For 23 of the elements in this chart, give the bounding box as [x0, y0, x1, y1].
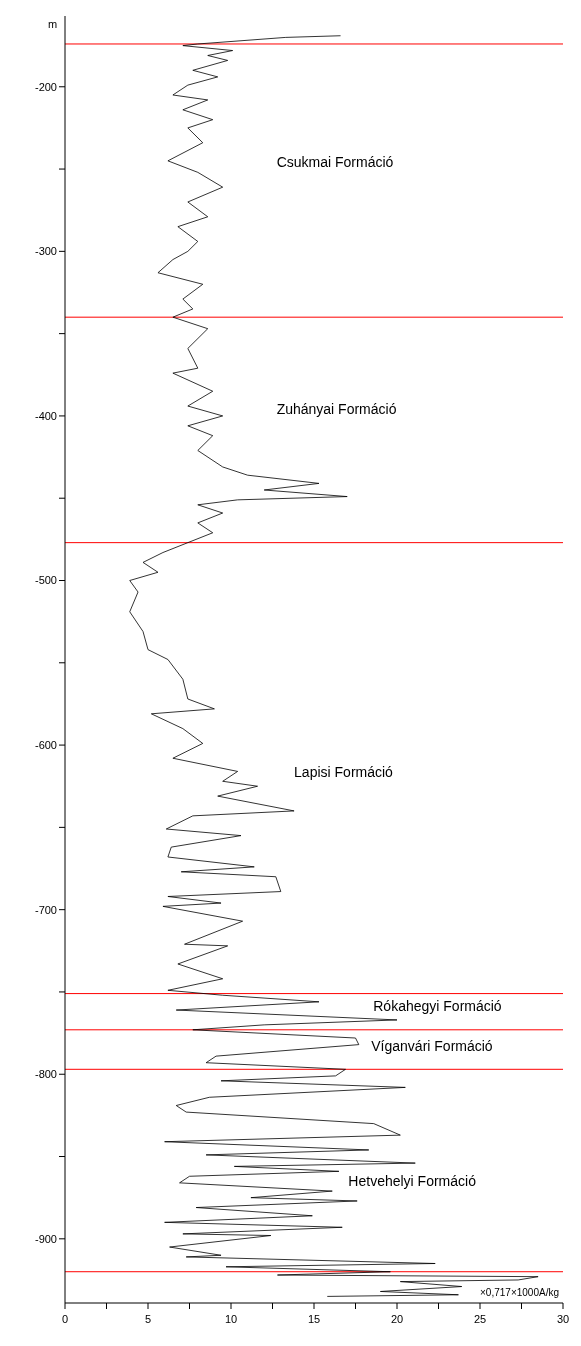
y-axis-title: m	[48, 18, 58, 30]
y-tick-label: -500	[34, 574, 57, 587]
x-tick-label: 20	[390, 1313, 404, 1325]
y-tick-label: -700	[34, 903, 57, 916]
annotation: Hetvehelyi Formáció	[348, 1173, 476, 1190]
y-tick-label: -400	[34, 409, 57, 422]
x-tick-label: 30	[556, 1313, 570, 1325]
annotation: Zuhányai Formáció	[276, 400, 397, 417]
y-tick-label: -300	[34, 245, 57, 258]
annotation: Rókahegyi Formáció	[373, 997, 502, 1014]
x-tick-label: 15	[307, 1313, 321, 1325]
annotation: Csukmai Formáció	[276, 153, 394, 170]
y-tick-label: -800	[34, 1068, 57, 1081]
x-tick-label: 10	[224, 1313, 238, 1325]
annotation: Víganvári Formáció	[371, 1037, 493, 1054]
x-tick-label: 5	[144, 1313, 152, 1325]
x-tick-label: 0	[61, 1313, 69, 1325]
x-tick-label: 25	[473, 1313, 487, 1325]
annotation: Lapisi Formáció	[294, 763, 393, 780]
x-axis-title: ×0,717×1000A/kg	[480, 1287, 559, 1298]
y-tick-label: -900	[34, 1232, 57, 1245]
y-tick-label: -600	[34, 738, 57, 751]
y-tick-label: -200	[34, 80, 57, 93]
